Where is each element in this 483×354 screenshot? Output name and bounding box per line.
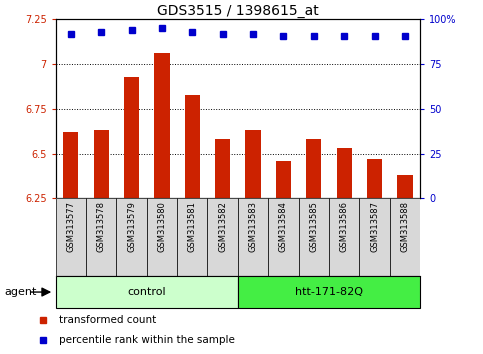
Text: percentile rank within the sample: percentile rank within the sample	[58, 335, 234, 345]
Text: GSM313587: GSM313587	[370, 201, 379, 252]
Text: htt-171-82Q: htt-171-82Q	[295, 287, 363, 297]
Bar	[208, 198, 238, 276]
Text: GSM313588: GSM313588	[400, 201, 410, 252]
Text: agent: agent	[5, 287, 37, 297]
Text: GSM313582: GSM313582	[218, 201, 227, 252]
Bar	[398, 175, 412, 198]
Title: GDS3515 / 1398615_at: GDS3515 / 1398615_at	[157, 5, 319, 18]
Text: GSM313577: GSM313577	[66, 201, 75, 252]
Bar	[298, 198, 329, 276]
Bar	[86, 198, 116, 276]
Text: GSM313580: GSM313580	[157, 201, 167, 252]
Bar	[94, 130, 109, 198]
Bar	[124, 77, 139, 198]
Text: GSM313581: GSM313581	[188, 201, 197, 252]
Bar	[56, 198, 86, 276]
Text: GSM313586: GSM313586	[340, 201, 349, 252]
Bar	[359, 198, 390, 276]
Bar	[56, 276, 238, 308]
Bar	[154, 53, 170, 198]
Text: GSM313585: GSM313585	[309, 201, 318, 252]
Text: GSM313584: GSM313584	[279, 201, 288, 252]
Text: control: control	[128, 287, 166, 297]
Bar	[276, 161, 291, 198]
Bar	[337, 148, 352, 198]
Text: transformed count: transformed count	[58, 315, 156, 325]
Bar	[147, 198, 177, 276]
Bar	[177, 198, 208, 276]
Bar	[245, 130, 261, 198]
Bar	[63, 132, 78, 198]
Bar	[329, 198, 359, 276]
Bar	[238, 198, 268, 276]
Bar	[268, 198, 298, 276]
Bar	[306, 139, 322, 198]
Bar	[185, 95, 200, 198]
Text: GSM313583: GSM313583	[249, 201, 257, 252]
Bar	[238, 276, 420, 308]
Bar	[215, 139, 230, 198]
Bar	[116, 198, 147, 276]
Bar	[367, 159, 382, 198]
Text: GSM313579: GSM313579	[127, 201, 136, 252]
Bar	[390, 198, 420, 276]
Text: GSM313578: GSM313578	[97, 201, 106, 252]
